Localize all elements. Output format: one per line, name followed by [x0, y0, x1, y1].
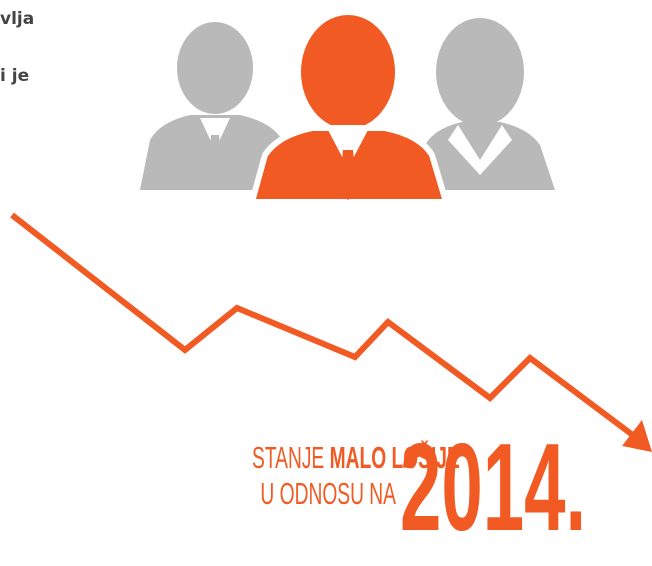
headline-line1: STANJE MALO LOŠIJE — [252, 439, 460, 475]
person-icon-right — [415, 18, 555, 190]
trend-arrow — [622, 420, 652, 452]
headline-prefix: STANJE — [252, 442, 324, 476]
headline-line2: U ODNOSU NA — [260, 478, 396, 512]
trend-line — [10, 212, 636, 439]
headline-year: 2014. — [400, 417, 586, 556]
person-icon-center — [248, 9, 451, 205]
left-text: i je — [0, 66, 29, 86]
left-text: vlja — [0, 9, 34, 29]
headline-bold: MALO LOŠIJE — [330, 439, 460, 475]
